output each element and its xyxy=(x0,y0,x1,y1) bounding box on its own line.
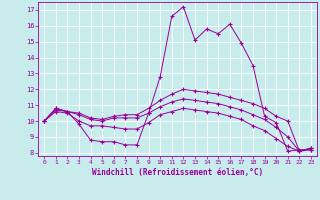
X-axis label: Windchill (Refroidissement éolien,°C): Windchill (Refroidissement éolien,°C) xyxy=(92,168,263,177)
